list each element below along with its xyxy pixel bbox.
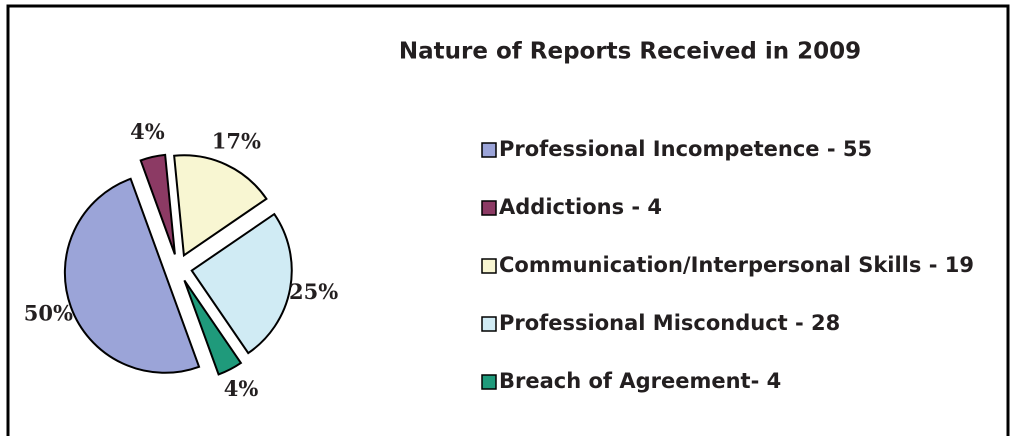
legend-label: Communication/Interpersonal Skills - 19 <box>499 253 974 277</box>
legend-label: Professional Incompetence - 55 <box>499 137 872 161</box>
pie-slice <box>183 279 243 376</box>
slice-label: 25% <box>289 279 338 304</box>
slice-label: 4% <box>224 376 259 401</box>
chart-title: Nature of Reports Received in 2009 <box>399 39 861 65</box>
legend-label: Professional Misconduct - 28 <box>499 311 840 335</box>
pie-slice <box>173 154 268 258</box>
legend-swatch <box>481 258 497 274</box>
legend-swatch <box>481 200 497 216</box>
pie-slice <box>63 177 201 374</box>
legend-swatch <box>481 374 497 390</box>
legend-swatch <box>481 142 497 158</box>
slice-label: 50% <box>24 301 73 326</box>
pie-slice <box>139 153 176 255</box>
legend-swatch <box>481 316 497 332</box>
frame <box>6 4 1010 436</box>
slice-label: 17% <box>212 128 261 153</box>
pie-slice <box>190 212 293 355</box>
legend-label: Addictions - 4 <box>499 195 662 219</box>
slice-label: 4% <box>130 119 165 144</box>
legend-label: Breach of Agreement- 4 <box>499 369 781 393</box>
